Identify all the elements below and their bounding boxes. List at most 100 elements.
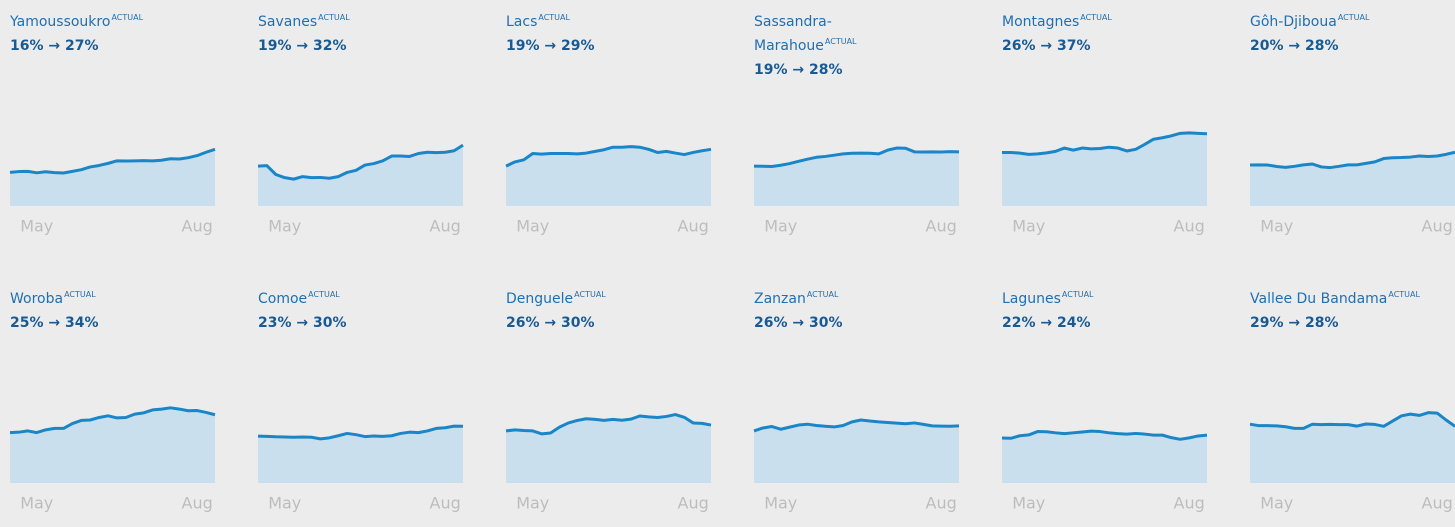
panel-header: ComoeACTUAL 23% → 30% — [258, 287, 430, 335]
sparkline: May Aug — [9, 406, 216, 513]
panel-header: SavanesACTUAL 19% → 32% — [258, 10, 430, 58]
panel: WorobaACTUAL 25% → 34% May Aug — [9, 277, 216, 527]
panel-header: WorobaACTUAL 25% → 34% — [10, 287, 182, 335]
x-tick-label: Aug — [182, 217, 213, 236]
x-tick-label: May — [1260, 494, 1293, 513]
change-label: 19% → 29% — [506, 38, 595, 54]
x-tick-label: May — [20, 494, 53, 513]
sparkline: May Aug — [505, 145, 712, 236]
area — [1250, 412, 1455, 483]
line — [505, 413, 712, 436]
sparkline: May Aug — [753, 418, 960, 513]
x-tick-label: Aug — [1174, 494, 1205, 513]
panel-title: Zanzan — [754, 291, 806, 307]
badge: ACTUAL — [64, 290, 96, 300]
x-tick-label: May — [1012, 494, 1045, 513]
sparkline: May Aug — [1002, 131, 1208, 236]
badge: ACTUAL — [111, 13, 144, 23]
area — [10, 407, 215, 483]
change-label: 23% → 30% — [258, 315, 347, 331]
change-label: 20% → 28% — [1250, 38, 1339, 54]
x-tick-label: May — [268, 217, 301, 236]
x-tick-label: Aug — [926, 494, 957, 513]
sparkline: May Aug — [257, 143, 464, 236]
panel-header: MontagnesACTUAL 26% → 37% — [1002, 10, 1174, 58]
panel-title: Sassandra-Marahoue — [754, 14, 832, 54]
area — [1250, 152, 1455, 206]
panel: YamoussoukroACTUAL 16% → 27% May Aug — [9, 0, 216, 250]
badge: ACTUAL — [1388, 290, 1420, 300]
panel-header: Sassandra-MarahoueACTUAL 19% → 28% — [754, 10, 926, 82]
sparkline: May Aug — [1249, 150, 1455, 236]
panel: DengueleACTUAL 26% → 30% May Aug — [505, 277, 712, 527]
panel-title: Comoe — [258, 291, 308, 307]
x-tick-label: Aug — [926, 217, 957, 236]
panel-header: LacsACTUAL 19% → 29% — [506, 10, 678, 58]
x-tick-label: Aug — [1422, 494, 1453, 513]
panel: ZanzanACTUAL 26% → 30% May Aug — [753, 277, 960, 527]
x-tick-label: May — [516, 217, 549, 236]
line — [9, 147, 216, 175]
x-tick-label: Aug — [430, 494, 461, 513]
area — [258, 426, 463, 483]
badge: ACTUAL — [574, 290, 606, 300]
panel-title: Montagnes — [1002, 14, 1080, 30]
panel-header: Gôh-DjibouaACTUAL 20% → 28% — [1250, 10, 1422, 58]
area — [1002, 132, 1207, 206]
area — [10, 149, 215, 206]
change-label: 22% → 24% — [1002, 315, 1091, 331]
line — [1249, 150, 1455, 170]
x-tick-label: Aug — [1174, 217, 1205, 236]
area — [754, 420, 959, 483]
badge: ACTUAL — [1337, 13, 1370, 23]
panel-title: Woroba — [10, 291, 64, 307]
panel: SavanesACTUAL 19% → 32% May Aug — [257, 0, 464, 250]
x-tick-label: May — [1260, 217, 1293, 236]
badge: ACTUAL — [1080, 13, 1112, 23]
panel: LacsACTUAL 19% → 29% May Aug — [505, 0, 712, 250]
sparkline: May Aug — [505, 413, 712, 513]
x-tick-label: Aug — [1422, 217, 1453, 236]
panel: LagunesACTUAL 22% → 24% May Aug — [1001, 277, 1208, 527]
x-tick-label: May — [764, 494, 797, 513]
panel-title: Lacs — [506, 14, 538, 30]
panel-header: LagunesACTUAL 22% → 24% — [1002, 287, 1174, 335]
area — [1002, 431, 1207, 483]
panel: ComoeACTUAL 23% → 30% May Aug — [257, 277, 464, 527]
panel-header: DengueleACTUAL 26% → 30% — [506, 287, 678, 335]
change-label: 19% → 28% — [754, 62, 843, 78]
line — [257, 143, 464, 181]
change-label: 26% → 37% — [1002, 38, 1091, 54]
x-tick-label: Aug — [678, 494, 709, 513]
badge: ACTUAL — [308, 290, 340, 300]
badge: ACTUAL — [806, 290, 839, 300]
panel-header: YamoussoukroACTUAL 16% → 27% — [10, 10, 182, 58]
x-tick-label: May — [20, 217, 53, 236]
area — [754, 148, 959, 206]
change-label: 19% → 32% — [258, 38, 347, 54]
badge: ACTUAL — [538, 13, 570, 23]
panel: MontagnesACTUAL 26% → 37% May Aug — [1002, 0, 1208, 250]
panel: Vallee Du BandamaACTUAL 29% → 28% May Aug — [1249, 277, 1455, 527]
x-tick-label: Aug — [182, 494, 213, 513]
page: YamoussoukroACTUAL 16% → 27% May Aug Savanes… — [9, 0, 1455, 513]
sparkline: May Aug — [1001, 429, 1208, 513]
panel-title: Savanes — [258, 14, 318, 30]
panel-title: Vallee Du Bandama — [1250, 291, 1388, 307]
line — [9, 406, 216, 435]
panel-title: Gôh-Djiboua — [1250, 14, 1337, 30]
sparkline: May Aug — [9, 147, 216, 236]
line — [753, 146, 960, 169]
panel-header: ZanzanACTUAL 26% → 30% — [754, 287, 926, 335]
x-tick-label: May — [1012, 217, 1045, 236]
panel-header: Vallee Du BandamaACTUAL 29% → 28% — [1250, 287, 1422, 335]
x-tick-label: Aug — [430, 217, 461, 236]
sparkline: May Aug — [257, 424, 464, 513]
panel: Sassandra-MarahoueACTUAL 19% → 28% May Aug — [753, 0, 960, 250]
panel: Gôh-DjibouaACTUAL 20% → 28% May Aug — [1249, 0, 1455, 250]
badge: ACTUAL — [318, 13, 350, 23]
line — [257, 424, 464, 441]
area — [506, 146, 711, 206]
line — [1249, 411, 1455, 430]
panel-title: Lagunes — [1002, 291, 1061, 307]
